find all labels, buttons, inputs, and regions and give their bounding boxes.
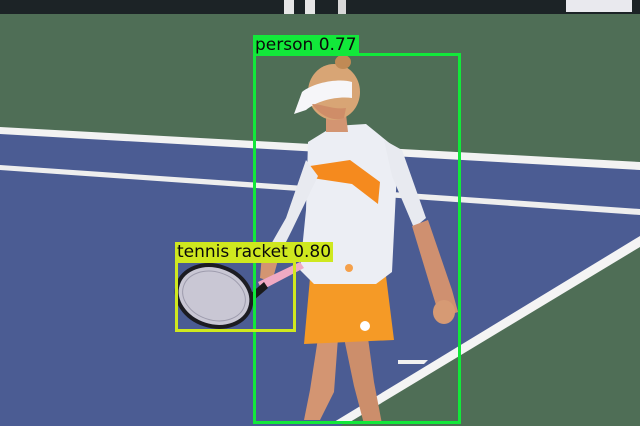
person-bounding-box [253,53,461,424]
tennis-racket-object [174,262,304,329]
tennis-racket-label: tennis racket 0.80 [175,242,334,262]
center-mark [398,360,428,364]
person-label-class: person [255,35,314,55]
sideline [334,236,640,422]
shirt-stripe [310,160,380,204]
person-label-score: 0.77 [318,35,357,55]
white-visor [294,80,352,114]
orange-skirt [304,276,394,344]
tennis-racket-bounding-box [175,260,296,332]
sponsor-sign [566,0,632,12]
person-label: person 0.77 [253,35,359,55]
tennis-racket-label-score: 0.80 [293,242,332,262]
skirt-logo [360,321,370,331]
stands-wall [0,0,640,14]
tennis-racket-label-class: tennis racket [177,242,288,262]
